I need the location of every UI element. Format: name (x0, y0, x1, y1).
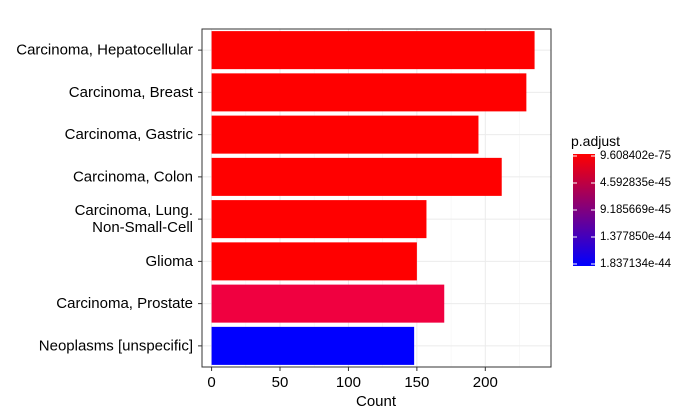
legend-label: 1.837134e-44 (600, 258, 672, 270)
y-tick-label: Carcinoma, Prostate (56, 295, 193, 312)
legend-title: p.adjust (571, 133, 620, 149)
legend-label: 9.608402e-75 (600, 150, 671, 162)
bar (211, 200, 427, 239)
bar (211, 284, 445, 323)
y-tick-label: Neoplasms [unspecific] (39, 337, 193, 354)
y-tick-label: Carcinoma, Colon (73, 168, 193, 185)
y-tick-label: Non-Small-Cell (92, 219, 193, 236)
x-tick-label: 50 (272, 374, 289, 391)
x-axis-title: Count (356, 393, 397, 410)
legend-label: 4.592835e-45 (600, 177, 671, 189)
bar (211, 157, 502, 196)
y-tick-label: Carcinoma, Gastric (65, 126, 194, 143)
y-tick-label: Glioma (145, 253, 193, 270)
bar (211, 242, 417, 281)
legend: p.adjust 9.608402e-75 4.592835e-45 9.18566… (571, 133, 672, 270)
x-tick-label: 200 (473, 374, 498, 391)
legend-label: 9.185669e-45 (600, 204, 671, 216)
x-axis: 0 50 100 150 200 (207, 367, 498, 391)
y-tick-label: Carcinoma, Lung. (75, 202, 193, 219)
legend-colorbar (573, 154, 595, 266)
plot-border (201, 28, 552, 368)
bars (211, 31, 535, 365)
bar (211, 73, 527, 112)
bar (211, 115, 479, 154)
bar (211, 326, 415, 365)
y-tick-label: Carcinoma, Hepatocellular (16, 42, 193, 59)
x-tick-label: 150 (404, 374, 429, 391)
y-tick-label: Carcinoma, Breast (69, 84, 194, 101)
x-tick-label: 0 (207, 374, 215, 391)
y-axis: Carcinoma, Hepatocellular Carcinoma, Brea… (16, 42, 202, 354)
legend-label: 1.377850e-44 (600, 231, 672, 243)
x-tick-label: 100 (336, 374, 361, 391)
bar (211, 31, 535, 70)
